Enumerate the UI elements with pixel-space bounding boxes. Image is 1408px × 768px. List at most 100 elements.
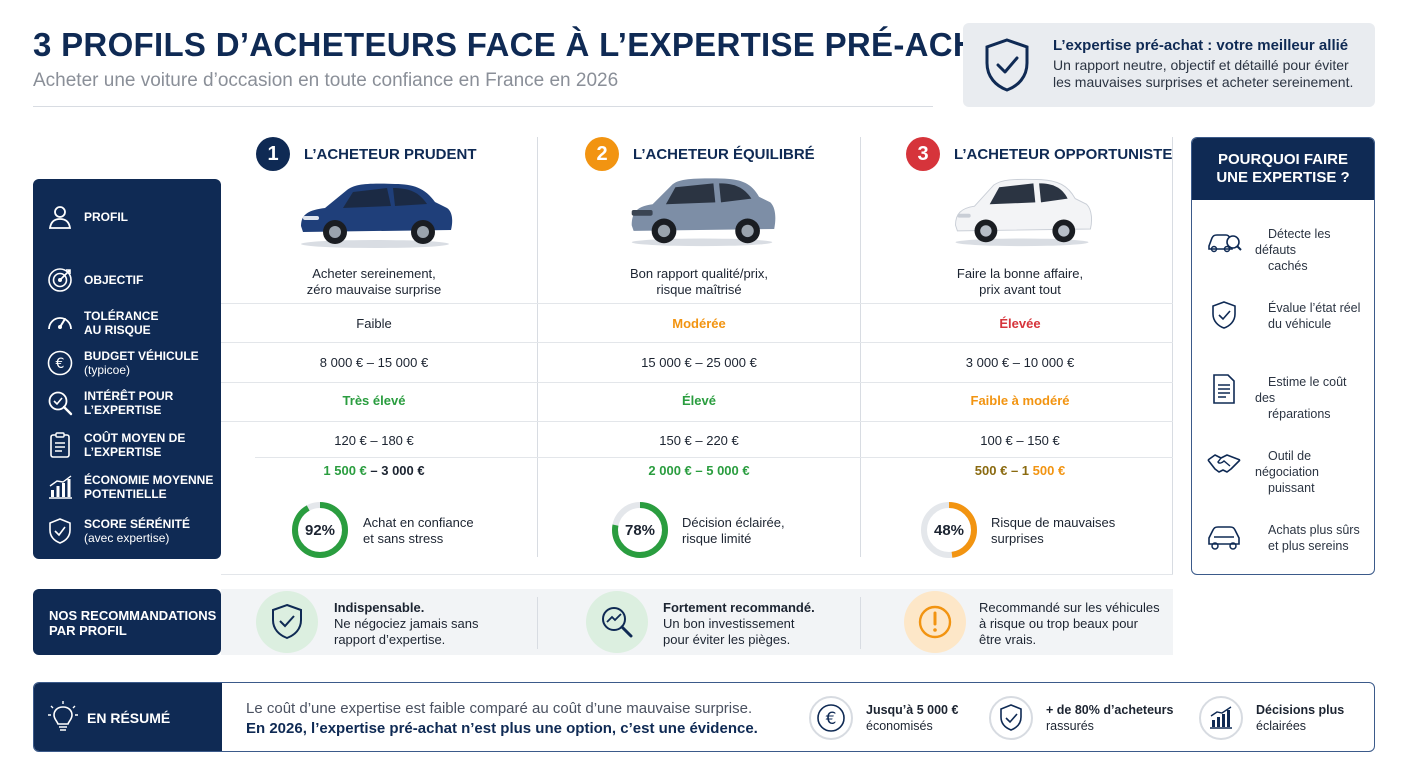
- profile-header-1: 1 L’ACHETEUR PRUDENT: [256, 137, 477, 171]
- row-divider: [221, 342, 1173, 343]
- savings-cell: 500 € – 1 500 €: [974, 463, 1066, 478]
- row-divider: [221, 421, 1173, 422]
- summary-stat-icon: €: [809, 696, 853, 740]
- page-title: 3 PROFILS D’ACHETEURS FACE À L’EXPERTISE…: [33, 26, 1020, 63]
- summary-stat-icon: [989, 696, 1033, 740]
- row-label-tolerance: TOLÉRANCE AU RISQUE: [33, 309, 221, 337]
- score-value: 48%: [934, 522, 964, 539]
- reco-icon-bg: [904, 591, 966, 653]
- profile-header-3: 3 L’ACHETEUR OPPORTUNISTE: [906, 137, 1172, 171]
- ally-box: L’expertise pré-achat : votre meilleur a…: [963, 23, 1375, 107]
- column-divider: [860, 137, 861, 557]
- why-item: Achats plus sûrs et plus sereins: [1206, 522, 1367, 554]
- score-gauge-2: 78%: [612, 502, 668, 558]
- budget-cell: 15 000 € – 25 000 €: [641, 355, 757, 370]
- row-label-text: SCORE SÉRÉNITÉ (avec expertise): [84, 517, 191, 545]
- score-gauge-3: 48%: [921, 502, 977, 558]
- row-label-profil: PROFIL: [33, 203, 221, 231]
- why-title: POURQUOI FAIRE UNE EXPERTISE ?: [1192, 138, 1374, 200]
- score-value: 78%: [625, 522, 655, 539]
- objective-cell: Acheter sereinement, zéro mauvaise surpri…: [306, 266, 442, 297]
- target-icon: [48, 268, 72, 292]
- row-label-text: INTÉRÊT POUR L’EXPERTISE: [84, 389, 174, 417]
- shield-icon: [49, 518, 71, 544]
- savings-cell: 1 500 € – 3 000 €: [323, 463, 425, 478]
- summary-stat: + de 80% d’acheteurs rassurés: [1046, 703, 1174, 733]
- objective-cell: Faire la bonne affaire, prix avant tout: [956, 266, 1084, 297]
- cost-cell: 150 € – 220 €: [659, 433, 739, 448]
- column-divider: [1172, 137, 1173, 574]
- row-label-text: BUDGET VÉHICULE (typicoe): [84, 349, 199, 377]
- row-labels-panel: PROFIL OBJECTIF TOLÉRANCE AU RISQUE € BUD…: [33, 179, 221, 559]
- score-value: 92%: [305, 522, 335, 539]
- summary-stat: Décisions plus éclairées: [1256, 703, 1345, 733]
- svg-text:€: €: [56, 356, 65, 372]
- row-label-text: OBJECTIF: [84, 273, 144, 287]
- reco-icon-bg: [256, 591, 318, 653]
- summary-box: EN RÉSUMÉ Le coût d’une expertise est fa…: [33, 682, 1375, 752]
- handshake-icon: [1207, 454, 1241, 473]
- profile-title: L’ACHETEUR OPPORTUNISTE: [954, 145, 1173, 163]
- shield-check-icon: [1212, 301, 1236, 329]
- why-item: Détecte les défauts cachés: [1206, 226, 1367, 274]
- magnifier-chart-icon: [602, 607, 633, 638]
- interest-cell: Élevé: [682, 393, 716, 408]
- score-gauge-1: 92%: [292, 502, 348, 558]
- why-item-text: Détecte les défauts cachés: [1255, 227, 1331, 273]
- interest-cell: Très élevé: [342, 393, 406, 408]
- summary-line-1: Le coût d’une expertise est faible compa…: [246, 700, 753, 717]
- magnifier-icon: [48, 391, 73, 416]
- euro-icon: €: [47, 350, 73, 376]
- score-text: Risque de mauvaises surprises: [991, 515, 1116, 546]
- header-divider: [33, 106, 933, 107]
- page-subtitle: Acheter une voiture d’occasion en toute …: [33, 70, 619, 91]
- row-label-cout: COÛT MOYEN DE L’EXPERTISE: [33, 431, 221, 459]
- document-icon: [1213, 374, 1235, 404]
- budget-cell: 3 000 € – 10 000 €: [965, 355, 1075, 370]
- score-text: Achat en confiance et sans stress: [363, 515, 474, 546]
- cost-cell: 120 € – 180 €: [334, 433, 414, 448]
- row-divider: [255, 457, 1173, 458]
- row-label-score: SCORE SÉRÉNITÉ (avec expertise): [33, 517, 221, 545]
- reco-text-1: Indispensable. Ne négociez jamais sans rap…: [334, 600, 479, 647]
- why-item: Outil de négociation puissant: [1206, 448, 1367, 496]
- hatchback-car-image: [301, 183, 453, 248]
- row-label-budget: € BUDGET VÉHICULE (typicoe): [33, 349, 221, 377]
- row-label-text: TOLÉRANCE AU RISQUE: [84, 309, 159, 337]
- objective-cell: Bon rapport qualité/prix, risque maîtrisé: [629, 266, 769, 297]
- profile-title: L’ACHETEUR PRUDENT: [304, 145, 477, 163]
- savings-cell: 2 000 € – 5 000 €: [648, 463, 750, 478]
- summary-label-box: EN RÉSUMÉ: [34, 683, 222, 751]
- why-item-text: Estime le coût des réparations: [1255, 375, 1347, 421]
- profile-number: 1: [256, 137, 290, 171]
- summary-stat-icon: [1199, 696, 1243, 740]
- row-label-text: COÛT MOYEN DE L’EXPERTISE: [84, 431, 186, 459]
- clipboard-icon: [50, 432, 70, 458]
- lightbulb-icon: [48, 701, 78, 731]
- why-item: Évalue l’état réel du véhicule: [1206, 300, 1367, 332]
- reco-icon-bg: [586, 591, 648, 653]
- reco-divider: [537, 597, 538, 649]
- summary-label: EN RÉSUMÉ: [87, 710, 171, 726]
- row-divider: [221, 382, 1173, 383]
- profile-number: 2: [585, 137, 619, 171]
- ally-title: L’expertise pré-achat : votre meilleur a…: [1053, 37, 1349, 54]
- shield-check-icon: [985, 38, 1029, 92]
- reco-label: NOS RECOMMANDATIONS PAR PROFIL: [33, 589, 221, 655]
- budget-cell: 8 000 € – 15 000 €: [319, 355, 429, 370]
- risk-cell: Faible: [356, 316, 392, 331]
- euro-icon: €: [817, 704, 845, 732]
- warning-icon: [918, 605, 952, 639]
- row-divider: [221, 303, 1173, 304]
- gauge-icon: [48, 317, 72, 330]
- row-label-objectif: OBJECTIF: [33, 266, 221, 294]
- score-text: Décision éclairée, risque limité: [682, 515, 785, 546]
- compact-car-image: [955, 178, 1093, 247]
- row-label-economie: ÉCONOMIE MOYENNE POTENTIELLE: [33, 473, 221, 501]
- person-icon: [48, 206, 72, 229]
- profile-number: 3: [906, 137, 940, 171]
- why-card: POURQUOI FAIRE UNE EXPERTISE ? Détecte le…: [1191, 137, 1375, 575]
- reco-text-3: Recommandé sur les véhicules à risque ou …: [979, 600, 1160, 647]
- summary-stat: Jusqu’à 5 000 € économisés: [866, 703, 959, 733]
- summary-line-2: En 2026, l’expertise pré-achat n’est plu…: [246, 720, 758, 737]
